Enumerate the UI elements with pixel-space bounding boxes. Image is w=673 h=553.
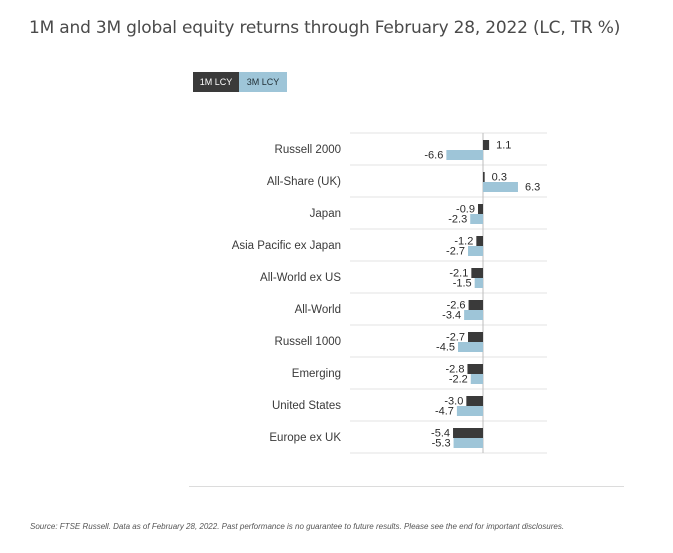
data-label: -4.5 bbox=[436, 342, 455, 354]
bar-1m bbox=[467, 364, 483, 374]
bar-1m bbox=[468, 300, 483, 310]
bar-3m bbox=[470, 214, 483, 224]
bar-3m bbox=[470, 374, 483, 384]
legend: 1M LCY 3M LCY bbox=[193, 72, 287, 92]
category-label: All-World bbox=[295, 304, 341, 316]
bar-1m bbox=[476, 236, 483, 246]
bar-1m bbox=[468, 332, 483, 342]
footer-divider bbox=[189, 486, 624, 487]
category-label: All-Share (UK) bbox=[267, 176, 341, 188]
legend-item-3m: 3M LCY bbox=[239, 72, 287, 92]
data-label: -3.4 bbox=[442, 310, 461, 322]
data-label: 1.1 bbox=[496, 140, 511, 152]
data-label: -2.3 bbox=[448, 214, 467, 226]
category-label: Emerging bbox=[292, 368, 341, 380]
data-label: -1.2 bbox=[454, 236, 473, 248]
data-label: -2.7 bbox=[446, 246, 465, 258]
bar-1m bbox=[453, 428, 483, 438]
data-label: -2.6 bbox=[447, 300, 466, 312]
bar-3m bbox=[464, 310, 483, 320]
bar-3m bbox=[453, 438, 483, 448]
data-label: -0.9 bbox=[456, 204, 475, 216]
data-label: -5.3 bbox=[432, 438, 451, 450]
category-label: All-World ex US bbox=[260, 272, 341, 284]
data-label: -3.0 bbox=[444, 396, 463, 408]
data-label: -2.2 bbox=[449, 374, 468, 386]
legend-item-1m: 1M LCY bbox=[193, 72, 239, 92]
category-label: Russell 1000 bbox=[275, 336, 341, 348]
bar-3m bbox=[468, 246, 483, 256]
bar-1m bbox=[471, 268, 483, 278]
category-label: Japan bbox=[310, 208, 341, 220]
data-label: -4.7 bbox=[435, 406, 454, 418]
category-label: Russell 2000 bbox=[275, 144, 341, 156]
bar-1m bbox=[483, 140, 490, 150]
bar-1m bbox=[478, 204, 483, 214]
source-note: Source: FTSE Russell. Data as of Februar… bbox=[30, 522, 565, 531]
category-label: Europe ex UK bbox=[269, 432, 341, 444]
data-label: 6.3 bbox=[525, 182, 540, 194]
bar-3m bbox=[483, 182, 518, 192]
data-label: -5.4 bbox=[431, 428, 450, 440]
data-label: -2.7 bbox=[446, 332, 465, 344]
bar-1m bbox=[466, 396, 483, 406]
data-label: -1.5 bbox=[453, 278, 472, 290]
bar-3m bbox=[446, 150, 483, 160]
category-label: United States bbox=[272, 400, 341, 412]
chart-title: 1M and 3M global equity returns through … bbox=[29, 18, 621, 38]
bar-1m bbox=[483, 172, 485, 182]
bar-3m bbox=[456, 406, 483, 416]
data-label: -6.6 bbox=[424, 150, 443, 162]
data-label: -2.8 bbox=[445, 364, 464, 376]
data-label: -2.1 bbox=[449, 268, 468, 280]
bar-3m bbox=[458, 342, 483, 352]
category-label: Asia Pacific ex Japan bbox=[232, 240, 341, 252]
data-label: 0.3 bbox=[492, 172, 507, 184]
bar-3m bbox=[474, 278, 483, 288]
